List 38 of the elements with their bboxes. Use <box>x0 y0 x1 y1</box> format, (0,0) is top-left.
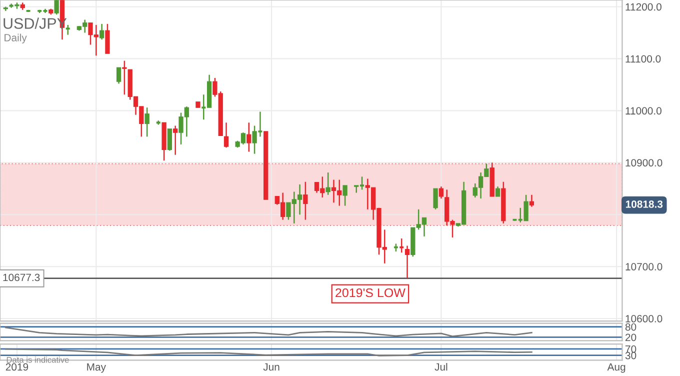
candlestick <box>173 125 178 156</box>
candlestick <box>404 245 410 279</box>
line-series <box>4 326 532 338</box>
candlestick <box>224 122 229 148</box>
candlestick <box>144 106 150 138</box>
candlestick <box>529 194 534 208</box>
x-tick-label: May <box>87 363 106 373</box>
candlestick <box>122 60 127 96</box>
y-tick-label: 10900.0 <box>626 159 662 167</box>
text: Daily <box>4 34 27 44</box>
candlestick <box>303 181 308 220</box>
ref-line-label: 10677.3 <box>3 274 40 282</box>
y-tick-label: 11100.0 <box>626 55 661 63</box>
candlestick <box>167 128 172 152</box>
x-tick-label: 2019 <box>6 363 28 371</box>
candlestick <box>326 172 330 196</box>
candlestick <box>246 122 252 152</box>
candlestick <box>495 186 500 198</box>
y-tick-label: 80 <box>625 323 636 331</box>
x-tick-label: Jul <box>434 362 448 371</box>
candlestick <box>116 66 122 84</box>
line-series <box>4 348 532 356</box>
y-tick-label: 11000.0 <box>626 107 662 115</box>
candlestick <box>99 23 104 40</box>
annotation: 10818.3 <box>626 200 663 208</box>
candlestick <box>105 23 110 54</box>
candlestick <box>54 0 59 16</box>
x-tick-label: Aug <box>607 363 626 373</box>
x-tick-label: Jun <box>263 363 280 371</box>
y-tick-label: 10700.0 <box>626 263 662 270</box>
y-tick-label: 10600.0 <box>626 315 662 322</box>
candlestick <box>433 188 438 210</box>
candlestick <box>342 184 348 206</box>
annotation: 2019'S LOW <box>336 288 406 298</box>
y-tick-label: 30 <box>625 352 636 360</box>
y-tick-label: 20 <box>626 334 636 342</box>
y-tick-label: 11200.0 <box>626 3 662 11</box>
candlestick <box>438 186 444 200</box>
